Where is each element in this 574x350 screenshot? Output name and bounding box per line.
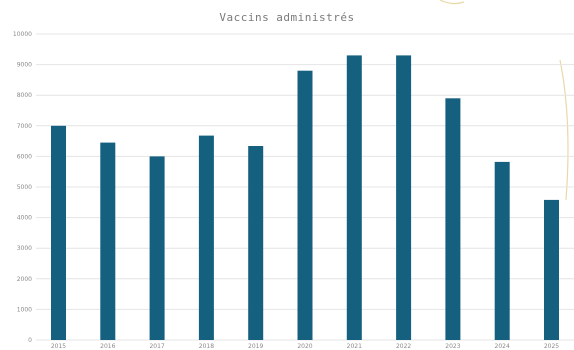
bars: [51, 55, 559, 341]
x-tick-label-2019: 2019: [248, 343, 263, 350]
x-tick-label-2017: 2017: [149, 343, 164, 350]
x-tick-label-2021: 2021: [347, 343, 362, 350]
x-tick-label-2015: 2015: [51, 343, 66, 350]
bar-2018: [198, 135, 214, 340]
x-tick-label-2025: 2025: [544, 343, 559, 350]
bar-2017: [149, 156, 165, 340]
y-tick-label-9000: 9000: [17, 62, 32, 69]
bar-2023: [445, 98, 461, 340]
chart-title: Vaccins administrés: [219, 11, 355, 24]
y-tick-label-5000: 5000: [17, 184, 32, 191]
bar-2024: [494, 161, 510, 340]
y-tick-label-1000: 1000: [17, 306, 32, 313]
bar-2015: [51, 125, 66, 340]
y-axis-ticks: 0 1000 2000 3000 4000 5000 6000 7000 8000 9000 100…: [13, 31, 32, 344]
y-tick-label-3000: 3000: [17, 245, 32, 252]
y-tick-label-8000: 8000: [17, 92, 32, 99]
decorative-curve-top: [439, 0, 465, 5]
bar-2025: [544, 199, 559, 340]
y-tick-label-4000: 4000: [17, 215, 32, 222]
y-tick-label-6000: 6000: [17, 153, 32, 160]
x-tick-label-2024: 2024: [495, 343, 510, 350]
bar-2016: [100, 142, 116, 340]
bar-2022: [396, 55, 412, 341]
x-tick-label-2018: 2018: [199, 343, 214, 350]
bar-2019: [248, 146, 264, 340]
y-tick-label-10000: 10000: [13, 31, 32, 38]
x-axis-ticks: 2015 2016 2017 2018 2019 2020 2021 2022 2023 2024…: [51, 343, 559, 350]
y-tick-label-0: 0: [28, 337, 32, 344]
bar-2020: [297, 70, 313, 340]
bar-2021: [346, 55, 362, 341]
x-tick-label-2022: 2022: [396, 343, 411, 350]
x-tick-label-2016: 2016: [100, 343, 115, 350]
decorative-curve-right: [559, 59, 569, 201]
y-tick-label-7000: 7000: [17, 123, 32, 130]
x-tick-label-2023: 2023: [445, 343, 460, 350]
y-tick-label-2000: 2000: [17, 276, 32, 283]
x-tick-label-2020: 2020: [297, 343, 312, 350]
